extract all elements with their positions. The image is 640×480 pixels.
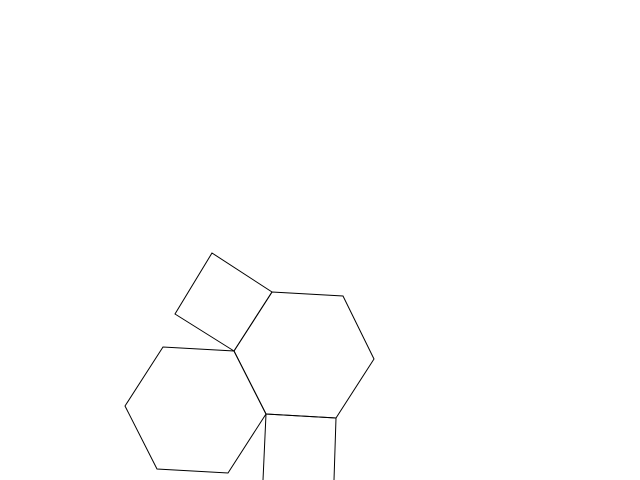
hexagon-upper-right (233, 291, 375, 419)
square-bottom-partial (262, 413, 337, 480)
square-top-left (174, 252, 273, 352)
hexagon-lower-left (124, 346, 267, 474)
